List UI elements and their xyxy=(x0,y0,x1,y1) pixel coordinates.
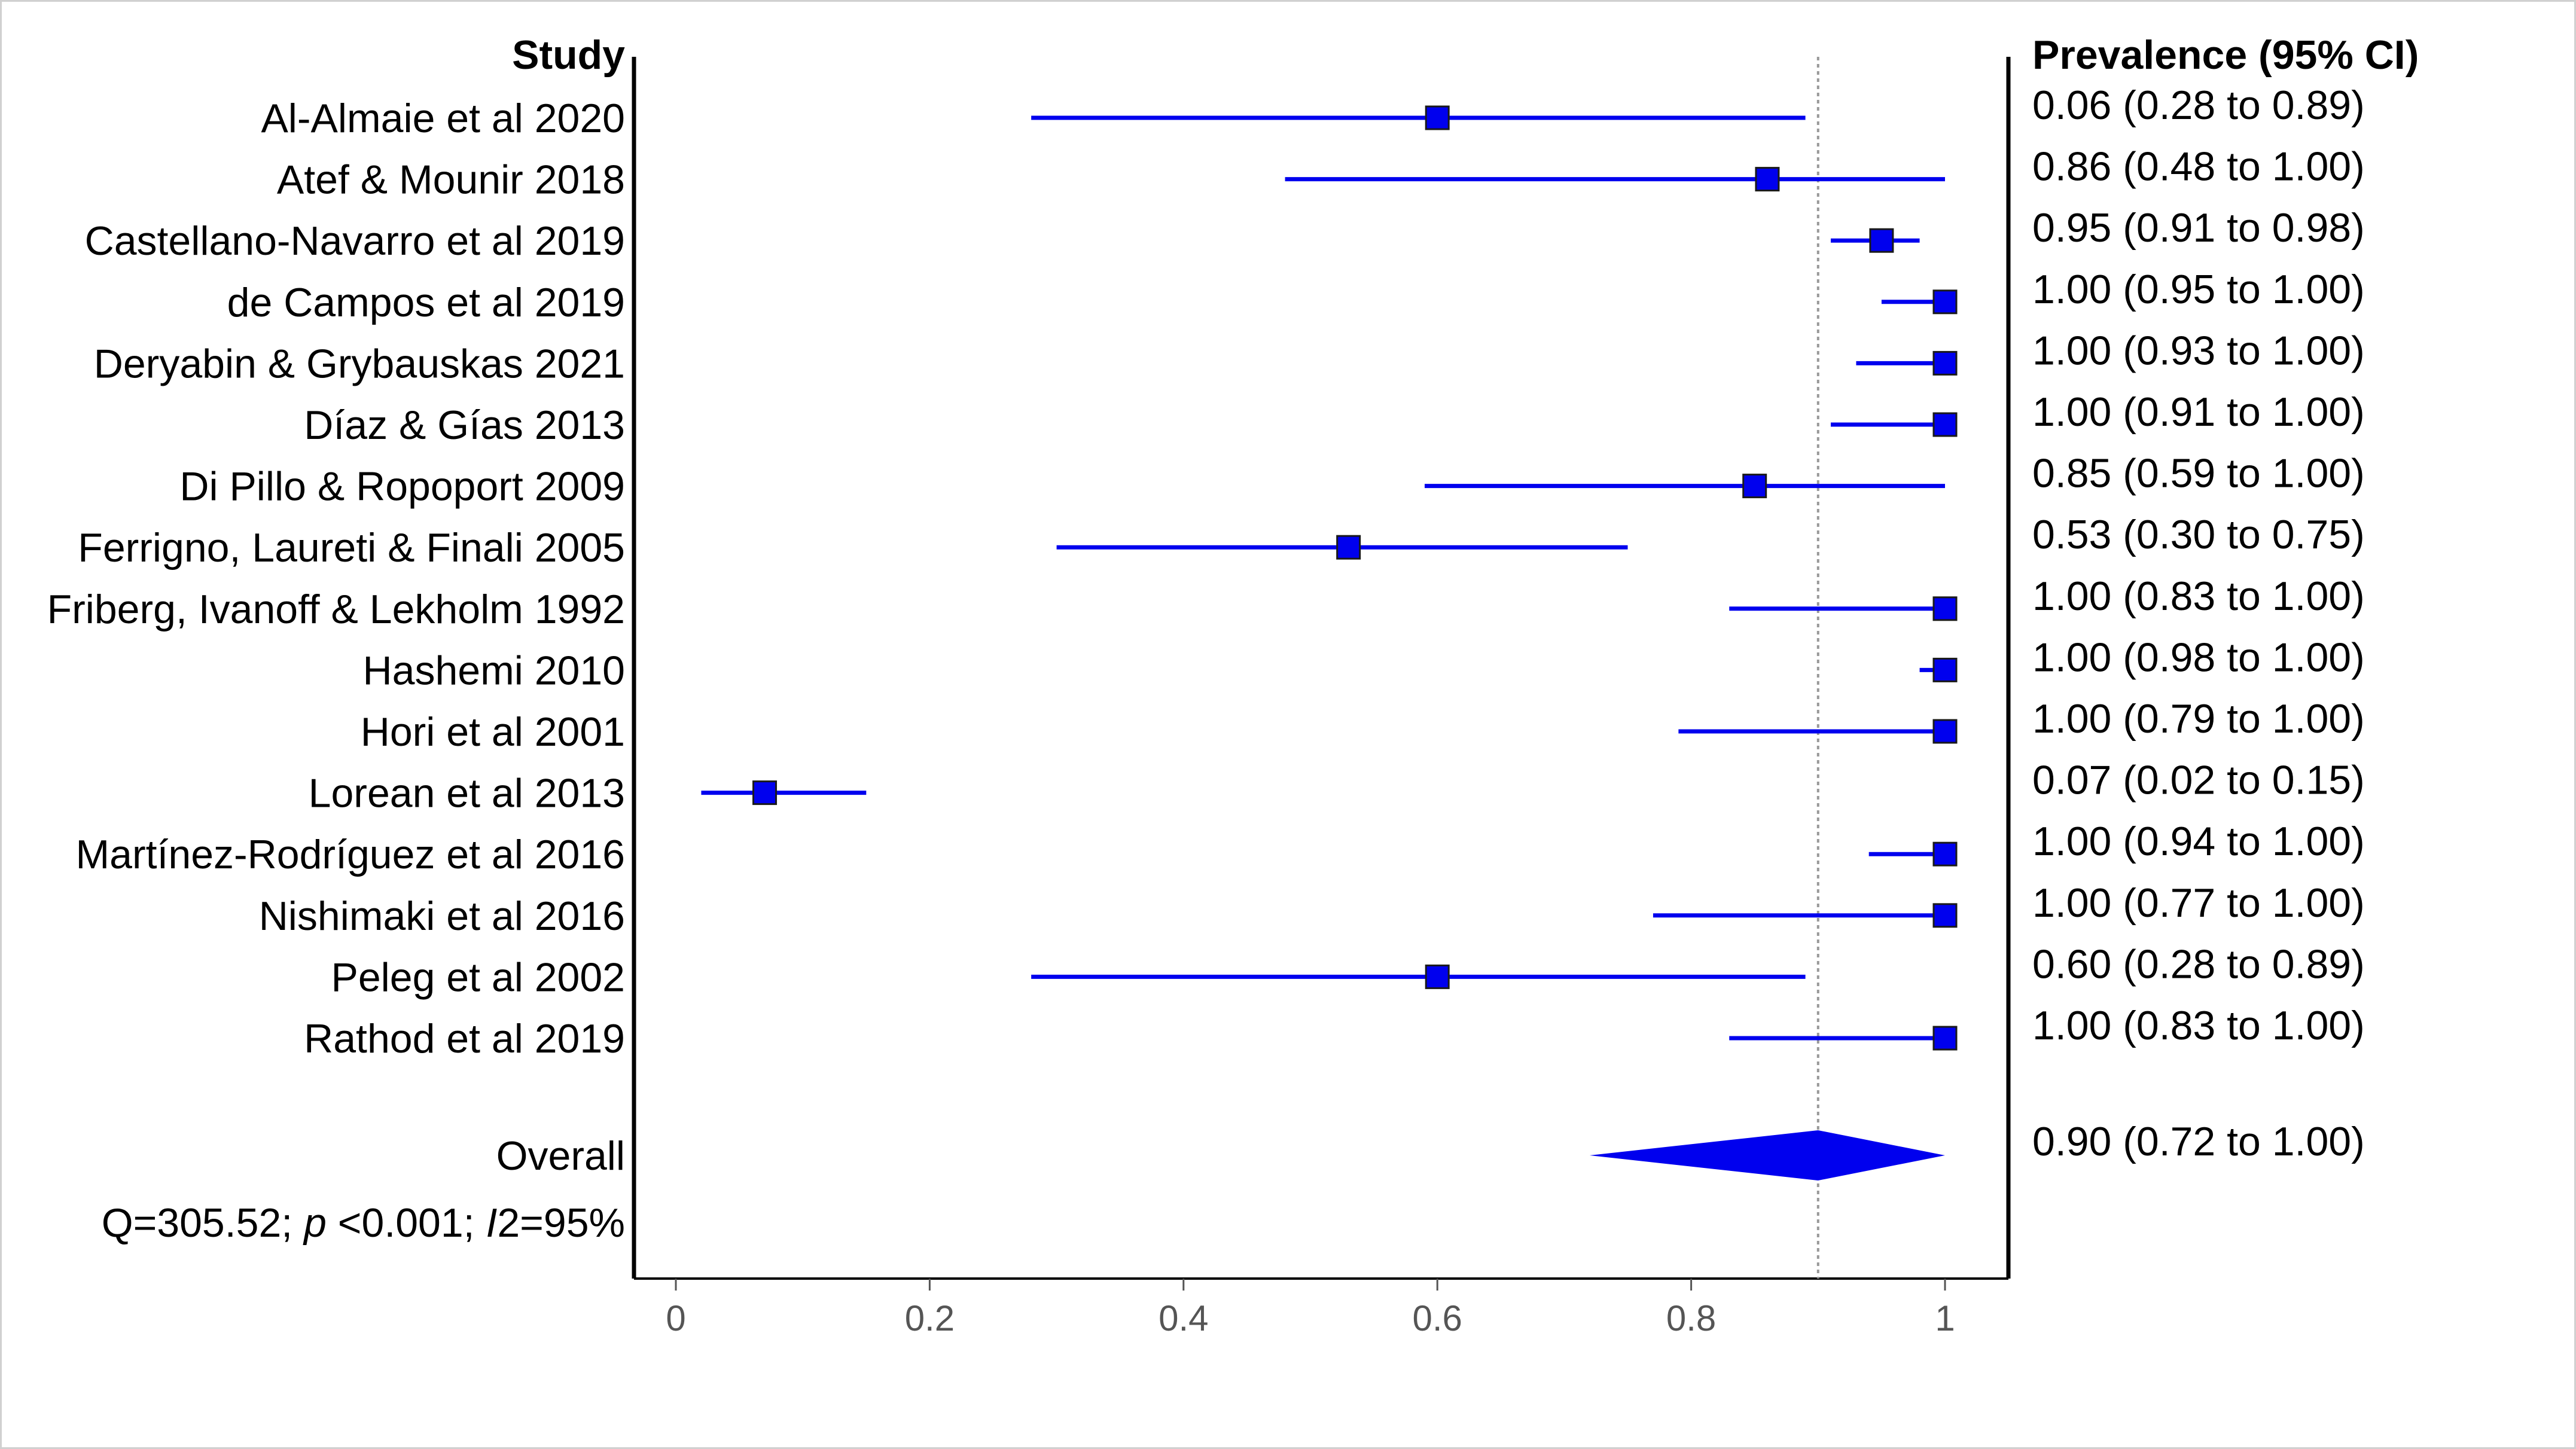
point-estimate-marker xyxy=(1336,535,1361,560)
p-value: <0.001; xyxy=(327,1200,486,1246)
overall-diamond xyxy=(1589,1130,1945,1180)
point-estimate-marker xyxy=(1932,412,1958,437)
point-estimate-marker xyxy=(1932,657,1958,682)
study-name: Castellano-Navarro et al 2019 xyxy=(85,218,625,264)
overall-row: Overall 0.90 (0.72 to 1.00) xyxy=(496,1119,2365,1180)
overall-estimate-label: 0.90 (0.72 to 1.00) xyxy=(2032,1119,2365,1164)
study-name: Deryabin & Grybauskas 2021 xyxy=(94,341,625,386)
estimate-label: 1.00 (0.79 to 1.00) xyxy=(2032,696,2365,742)
axes xyxy=(632,57,2011,1280)
p-symbol: p xyxy=(303,1200,327,1246)
heterogeneity-stats: Q=305.52; p <0.001; I2=95% xyxy=(102,1200,625,1246)
study-name: Di Pillo & Ropoport 2009 xyxy=(179,464,625,510)
q-stat: Q=305.52; xyxy=(102,1200,304,1246)
point-estimate-marker xyxy=(1425,964,1450,989)
estimate-label: 0.60 (0.28 to 0.89) xyxy=(2032,941,2365,987)
study-name: Nishimaki et al 2016 xyxy=(259,893,625,939)
study-name: Lorean et al 2013 xyxy=(309,771,625,816)
x-tick-label: 0.4 xyxy=(1159,1298,1208,1338)
point-estimate-marker xyxy=(1932,289,1958,315)
point-estimate-marker xyxy=(1869,228,1894,253)
study-name: de Campos et al 2019 xyxy=(227,280,625,325)
study-name: Atef & Mounir 2018 xyxy=(277,157,625,203)
i-value: 2=95% xyxy=(497,1200,625,1246)
study-name: Díaz & Gías 2013 xyxy=(304,402,625,448)
study-name: Peleg et al 2002 xyxy=(331,954,625,1000)
estimate-label: 0.95 (0.91 to 0.98) xyxy=(2032,205,2365,251)
estimate-label: 0.06 (0.28 to 0.89) xyxy=(2032,83,2365,128)
point-estimate-marker xyxy=(1932,596,1958,621)
point-estimate-marker xyxy=(1425,105,1450,130)
x-tick-label: 0.8 xyxy=(1666,1298,1716,1338)
estimate-label: 1.00 (0.94 to 1.00) xyxy=(2032,819,2365,864)
estimate-label: 1.00 (0.91 to 1.00) xyxy=(2032,389,2365,435)
point-estimate-marker xyxy=(1755,167,1780,192)
point-estimate-marker xyxy=(1742,474,1767,499)
estimate-label: 0.53 (0.30 to 0.75) xyxy=(2032,512,2365,557)
study-name: Hashemi 2010 xyxy=(363,648,625,693)
estimate-label: 1.00 (0.98 to 1.00) xyxy=(2032,634,2365,680)
study-name: Ferrigno, Laureti & Finali 2005 xyxy=(78,525,625,571)
study-name: Hori et al 2001 xyxy=(361,709,625,755)
x-tick-label: 0.6 xyxy=(1412,1298,1462,1338)
i-symbol: I xyxy=(486,1200,497,1246)
estimate-label: 1.00 (0.93 to 1.00) xyxy=(2032,328,2365,373)
estimate-column-header: Prevalence (95% CI) xyxy=(2032,32,2419,78)
estimate-label: 1.00 (0.83 to 1.00) xyxy=(2032,1003,2365,1048)
point-estimate-marker xyxy=(752,780,778,806)
study-name: Martínez-Rodríguez et al 2016 xyxy=(76,832,626,877)
x-axis-ticks: 0 0.2 0.4 0.6 0.8 1 xyxy=(666,1279,1955,1338)
estimate-label: 0.86 (0.48 to 1.00) xyxy=(2032,144,2365,190)
estimate-label: 1.00 (0.83 to 1.00) xyxy=(2032,574,2365,619)
x-tick-label: 0 xyxy=(666,1298,685,1338)
point-estimate-marker xyxy=(1932,719,1958,744)
study-name: Rathod et al 2019 xyxy=(304,1016,625,1061)
estimate-label: 1.00 (0.95 to 1.00) xyxy=(2032,267,2365,312)
point-estimate-marker xyxy=(1932,1026,1958,1051)
study-name: Al-Almaie et al 2020 xyxy=(261,96,625,141)
estimate-label: 0.07 (0.02 to 0.15) xyxy=(2032,758,2365,803)
estimate-label: 0.85 (0.59 to 1.00) xyxy=(2032,451,2365,496)
study-rows: Al-Almaie et al 2020 0.06 (0.28 to 0.89) A… xyxy=(47,83,2365,1061)
point-estimate-marker xyxy=(1932,841,1958,867)
study-column-header: Study xyxy=(512,32,625,78)
estimate-label: 1.00 (0.77 to 1.00) xyxy=(2032,880,2365,926)
point-estimate-marker xyxy=(1932,903,1958,928)
x-tick-label: 1 xyxy=(1935,1298,1955,1338)
study-name: Friberg, Ivanoff & Lekholm 1992 xyxy=(47,587,625,632)
overall-label: Overall xyxy=(496,1133,625,1179)
x-tick-label: 0.2 xyxy=(905,1298,955,1338)
point-estimate-marker xyxy=(1932,350,1958,376)
